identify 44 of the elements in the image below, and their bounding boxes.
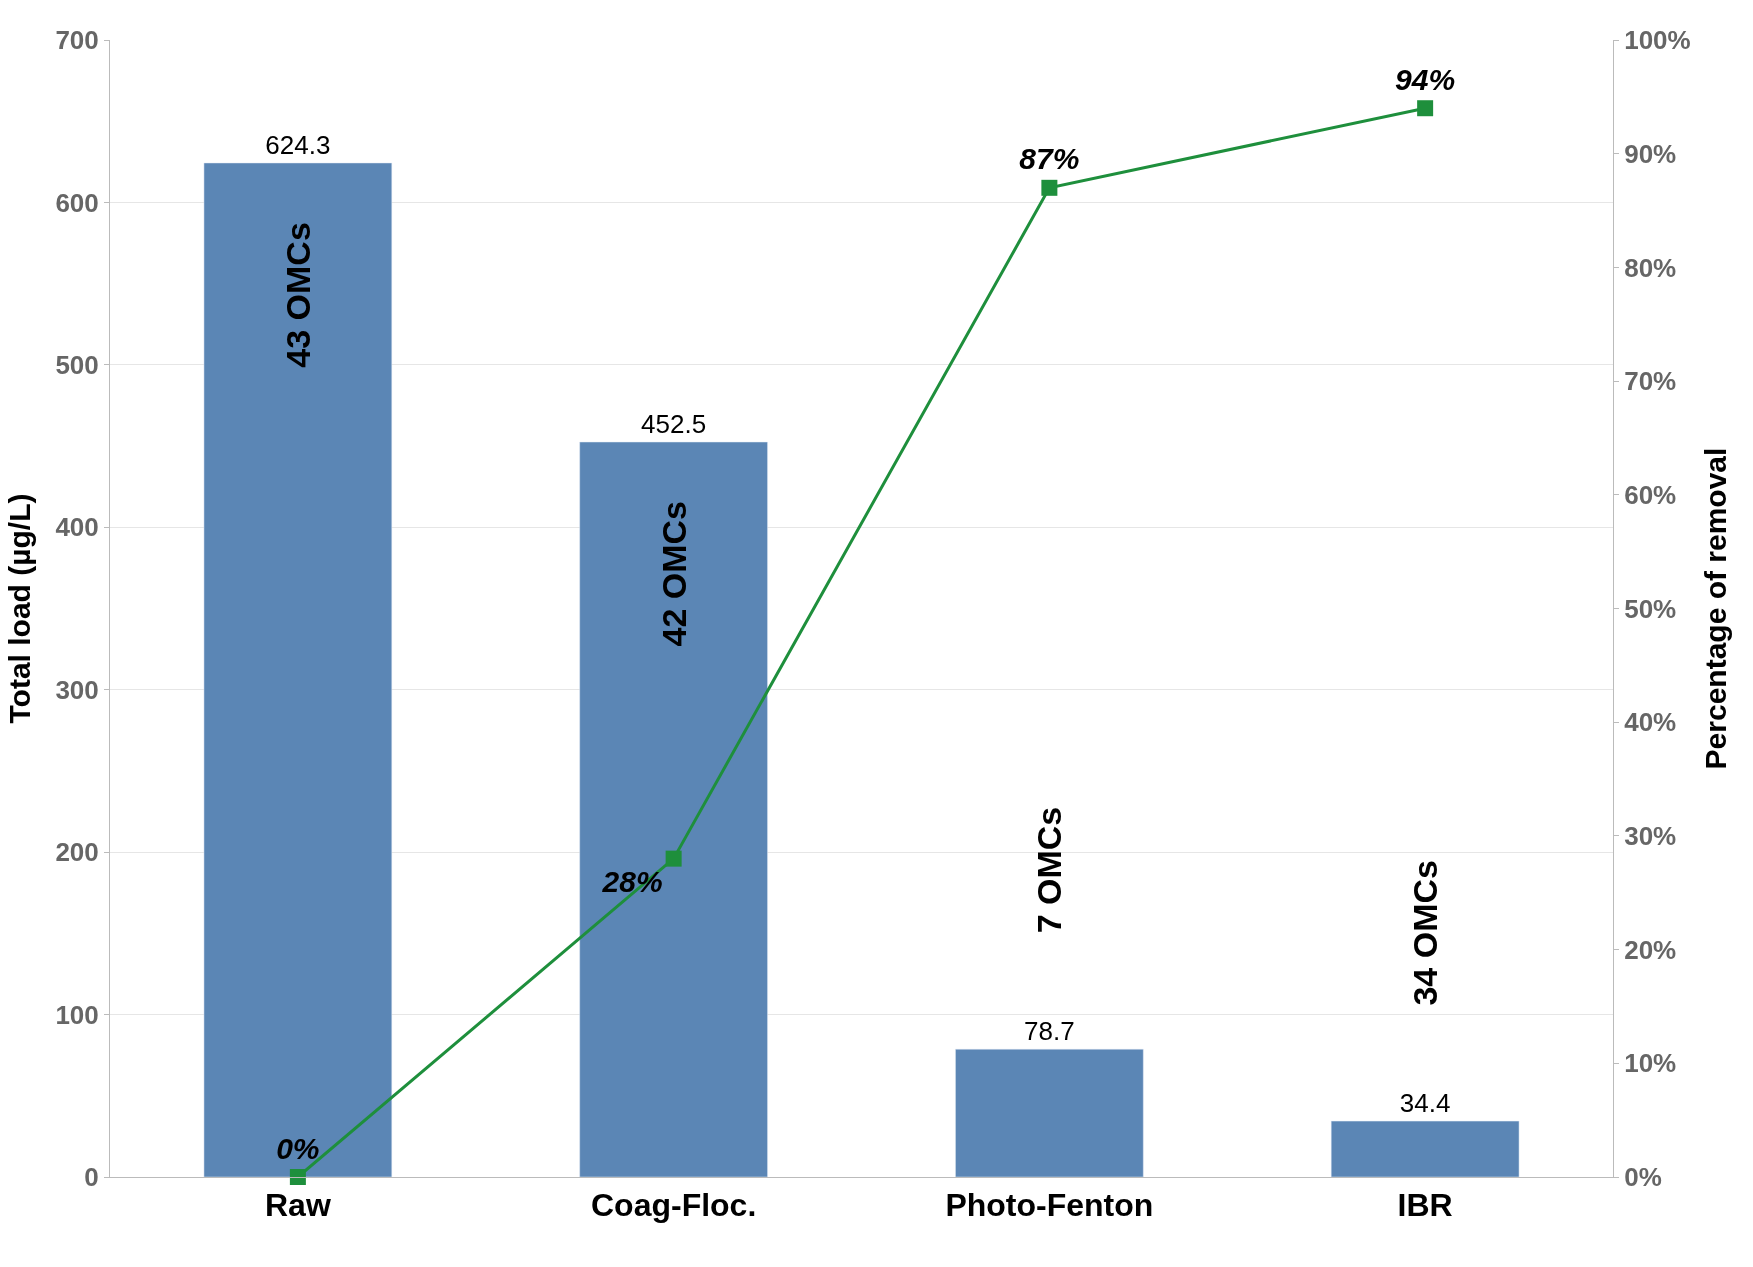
annotation: 34 OMCs: [1405, 860, 1444, 1006]
y-axis-title: Total load (µg/L): [3, 493, 37, 724]
bar: [203, 162, 393, 1177]
y-tick-label: 0: [84, 1162, 99, 1193]
y2-tick-label: 50%: [1624, 593, 1677, 624]
x-tick-label: Photo-Fenton: [945, 1187, 1154, 1224]
data-label: 87%: [1019, 142, 1080, 176]
x-tick-label: Coag-Floc.: [590, 1187, 757, 1224]
point: [1417, 100, 1434, 117]
y2-tick-label: 80%: [1624, 252, 1677, 283]
point: [665, 850, 682, 867]
y2-tick-label: 70%: [1624, 366, 1677, 397]
bar: [1330, 1120, 1520, 1177]
y-tick-label: 700: [55, 25, 99, 56]
y2-tick-label: 60%: [1624, 479, 1677, 510]
annotation: 43 OMCs: [279, 222, 318, 368]
data-label: 0%: [276, 1131, 320, 1165]
point: [289, 1169, 306, 1185]
y-tick-label: 100: [55, 999, 99, 1030]
y2-tick-label: 10%: [1624, 1048, 1677, 1079]
x-tick-label: Raw: [264, 1187, 331, 1224]
y-tick-label: 600: [55, 187, 99, 218]
y-tick-label: 200: [55, 837, 99, 868]
y2-tick-label: 20%: [1624, 934, 1677, 965]
point: [1041, 179, 1058, 196]
data-label: 34.4: [1399, 1088, 1451, 1119]
bar: [955, 1048, 1144, 1177]
y-tick-label: 300: [55, 674, 99, 705]
y2-tick-label: 0%: [1624, 1162, 1662, 1193]
y2-tick-label: 30%: [1624, 821, 1677, 851]
data-label: 452.5: [641, 409, 707, 440]
y2-tick-label: 40%: [1624, 707, 1677, 738]
y-tick-label: 500: [55, 349, 99, 380]
data-label: 624.3: [265, 129, 331, 160]
y2-tick-label: 90%: [1624, 138, 1677, 169]
y2-tick-label: 100%: [1624, 25, 1691, 56]
x-tick-label: IBR: [1397, 1187, 1453, 1224]
data-label: 78.7: [1024, 1016, 1075, 1047]
annotation: 7 OMCs: [1030, 806, 1069, 934]
y2-axis-title: Percentage of removal: [1699, 447, 1733, 770]
bar: [579, 441, 768, 1177]
annotation: 42 OMCs: [654, 500, 693, 647]
data-label: 94%: [1395, 62, 1456, 96]
y-tick-label: 400: [55, 512, 99, 543]
